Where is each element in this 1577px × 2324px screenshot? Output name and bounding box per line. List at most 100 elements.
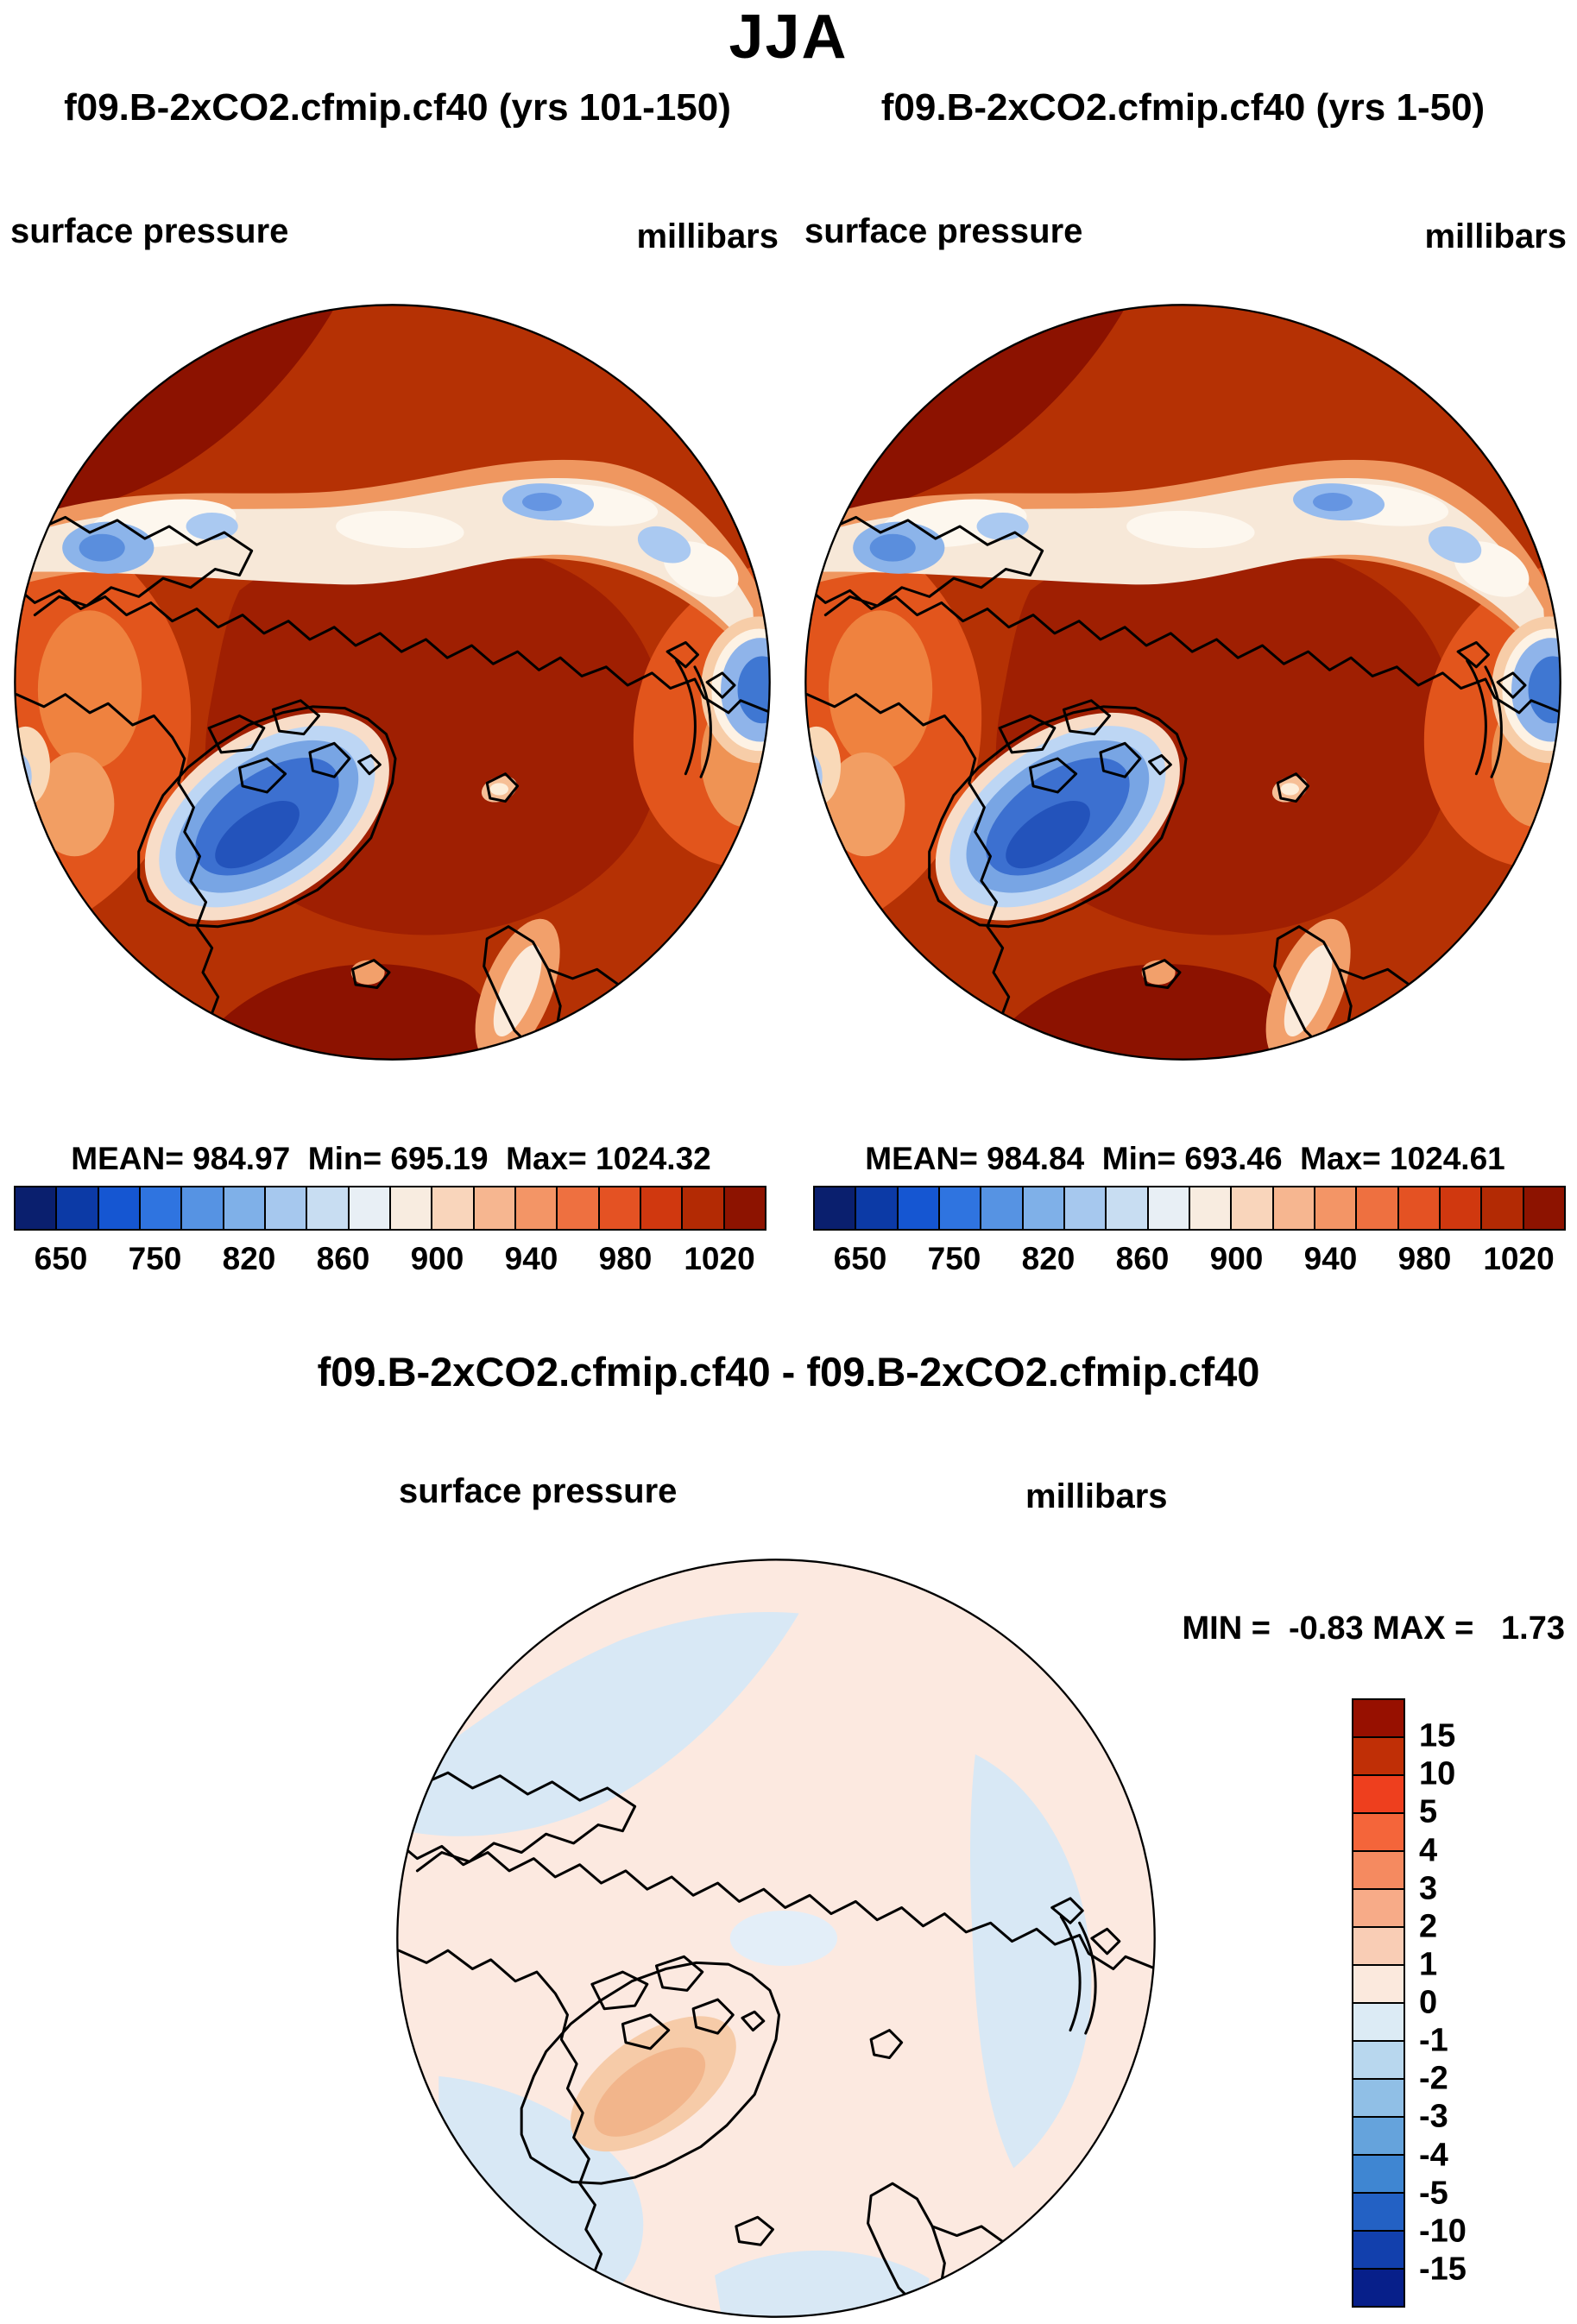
colorbar-segment [431, 1187, 473, 1229]
colorbar-segment [722, 1187, 765, 1229]
colorbar-segment [1353, 1736, 1404, 1774]
colorbar-segment [222, 1187, 264, 1229]
colorbar-segment [1355, 1187, 1397, 1229]
panel-stats: MEAN= 984.84 Min= 693.46 Max= 1024.61 [865, 1141, 1505, 1176]
colorbar-segment [1353, 1926, 1404, 1964]
colorbar-segment [556, 1187, 598, 1229]
colorbar-segment [937, 1187, 981, 1229]
colorbar-tick-label: 650 [833, 1241, 887, 1276]
pressure-colorbar [813, 1186, 1566, 1231]
colorbar-tick-label: -3 [1419, 2098, 1448, 2135]
units-label: millibars [1424, 217, 1567, 255]
colorbar-segment [388, 1187, 432, 1229]
pressure-colorbar-ticks: 650 750 820 860 900 940 980 1020 [813, 1241, 1566, 1277]
colorbar-segment [1480, 1187, 1523, 1229]
colorbar-tick-label: 980 [1397, 1241, 1452, 1276]
colorbar-segment [1146, 1187, 1189, 1229]
colorbar-segment [1353, 2192, 1404, 2230]
colorbar-segment [855, 1187, 897, 1229]
colorbar-segment [306, 1187, 348, 1229]
colorbar-segment [1353, 2002, 1404, 2040]
colorbar-segment [1105, 1187, 1147, 1229]
pressure-map-yrs-1-50 [804, 304, 1561, 1061]
colorbar-tick-label: 900 [1209, 1241, 1264, 1276]
diff-panel-title: f09.B-2xCO2.cfmip.cf40 - f09.B-2xCO2.cfm… [317, 1349, 1260, 1395]
diff-colorbar-ticks: 15 10 5 4 3 2 1 0 -1 -2 -3 -4 -5 -10 -15 [1419, 1698, 1523, 2308]
colorbar-tick-label: 820 [222, 1241, 276, 1276]
colorbar-segment [1353, 2116, 1404, 2154]
colorbar-segment [815, 1187, 855, 1229]
colorbar-segment [1353, 2154, 1404, 2192]
colorbar-segment [1313, 1187, 1356, 1229]
colorbar-segment [681, 1187, 723, 1229]
colorbar-tick-label: 940 [1303, 1241, 1358, 1276]
colorbar-tick-label: -2 [1419, 2060, 1448, 2097]
colorbar-segment [597, 1187, 640, 1229]
colorbar-tick-label: 750 [927, 1241, 981, 1276]
colorbar-tick-label: -10 [1419, 2213, 1467, 2250]
colorbar-segment [1063, 1187, 1106, 1229]
colorbar-segment [1353, 2040, 1404, 2078]
colorbar-tick-label: 820 [1021, 1241, 1076, 1276]
colorbar-tick-label: -4 [1419, 2137, 1448, 2173]
colorbar-segment [514, 1187, 557, 1229]
colorbar-segment [263, 1187, 306, 1229]
colorbar-segment [97, 1187, 139, 1229]
colorbar-segment [1438, 1187, 1481, 1229]
colorbar-segment [1230, 1187, 1272, 1229]
colorbar-segment [347, 1187, 389, 1229]
colorbar-segment [1188, 1187, 1231, 1229]
diff-minmax-stats: MIN = -0.83 MAX = 1.73 [1182, 1610, 1565, 1647]
colorbar-segment [1353, 1850, 1404, 1888]
colorbar-tick-label: 860 [1115, 1241, 1170, 1276]
colorbar-segment [1353, 1888, 1404, 1926]
colorbar-segment [1522, 1187, 1564, 1229]
colorbar-tick-label: 980 [598, 1241, 653, 1276]
panel-title-right: f09.B-2xCO2.cfmip.cf40 (yrs 1-50) [880, 86, 1486, 129]
page-title: JJA [729, 3, 848, 72]
colorbar-tick-label: 10 [1419, 1755, 1456, 1792]
colorbar-segment [896, 1187, 938, 1229]
variable-label: surface pressure [399, 1472, 678, 1510]
colorbar-tick-label: 650 [34, 1241, 88, 1276]
units-label: millibars [636, 217, 779, 255]
colorbar-segment [180, 1187, 223, 1229]
diff-colorbar [1352, 1698, 1405, 2308]
colorbar-tick-label: 860 [316, 1241, 370, 1276]
colorbar-tick-label: 750 [128, 1241, 182, 1276]
colorbar-tick-label: 1020 [1483, 1241, 1555, 1276]
colorbar-tick-label: 4 [1419, 1832, 1438, 1868]
panel-title-left: f09.B-2xCO2.cfmip.cf40 (yrs 101-150) [64, 86, 731, 129]
pressure-colorbar-ticks: 650 750 820 860 900 940 980 1020 [14, 1241, 766, 1277]
colorbar-segment [1353, 2230, 1404, 2268]
colorbar-segment [1397, 1187, 1439, 1229]
colorbar-segment [1353, 1700, 1404, 1736]
colorbar-tick-label: 0 [1419, 1984, 1438, 2021]
colorbar-tick-label: 900 [410, 1241, 464, 1276]
colorbar-segment [1353, 1812, 1404, 1850]
colorbar-tick-label: 1 [1419, 1946, 1438, 1983]
colorbar-tick-label: -5 [1419, 2175, 1448, 2212]
colorbar-segment [1353, 1964, 1404, 2002]
colorbar-segment [138, 1187, 181, 1229]
colorbar-tick-label: 1020 [684, 1241, 755, 1276]
colorbar-segment [55, 1187, 98, 1229]
colorbar-segment [1353, 2078, 1404, 2116]
colorbar-segment [472, 1187, 514, 1229]
colorbar-segment [1353, 1774, 1404, 1812]
colorbar-segment [980, 1187, 1022, 1229]
colorbar-tick-label: 2 [1419, 1908, 1438, 1945]
panel-stats: MEAN= 984.97 Min= 695.19 Max= 1024.32 [71, 1141, 711, 1176]
colorbar-tick-label: -15 [1419, 2251, 1467, 2288]
pressure-colorbar [14, 1186, 766, 1231]
colorbar-tick-label: -1 [1419, 2022, 1448, 2059]
colorbar-tick-label: 15 [1419, 1717, 1456, 1754]
colorbar-segment [639, 1187, 682, 1229]
colorbar-segment [16, 1187, 56, 1229]
colorbar-tick-label: 3 [1419, 1870, 1438, 1907]
colorbar-tick-label: 5 [1419, 1793, 1438, 1830]
colorbar-segment [1271, 1187, 1314, 1229]
variable-label: surface pressure [804, 212, 1083, 250]
units-label: millibars [1025, 1477, 1168, 1515]
